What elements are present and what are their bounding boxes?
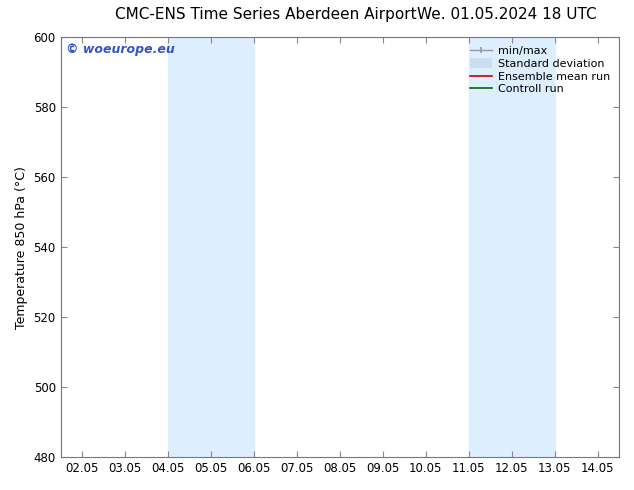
Y-axis label: Temperature 850 hPa (°C): Temperature 850 hPa (°C) — [15, 166, 28, 329]
Bar — [168, 37, 254, 457]
Legend: min/max, Standard deviation, Ensemble mean run, Controll run: min/max, Standard deviation, Ensemble me… — [467, 43, 614, 98]
Text: We. 01.05.2024 18 UTC: We. 01.05.2024 18 UTC — [417, 7, 597, 23]
Text: CMC-ENS Time Series Aberdeen Airport: CMC-ENS Time Series Aberdeen Airport — [115, 7, 417, 23]
Bar — [469, 37, 555, 457]
Text: © woeurope.eu: © woeurope.eu — [66, 44, 175, 56]
